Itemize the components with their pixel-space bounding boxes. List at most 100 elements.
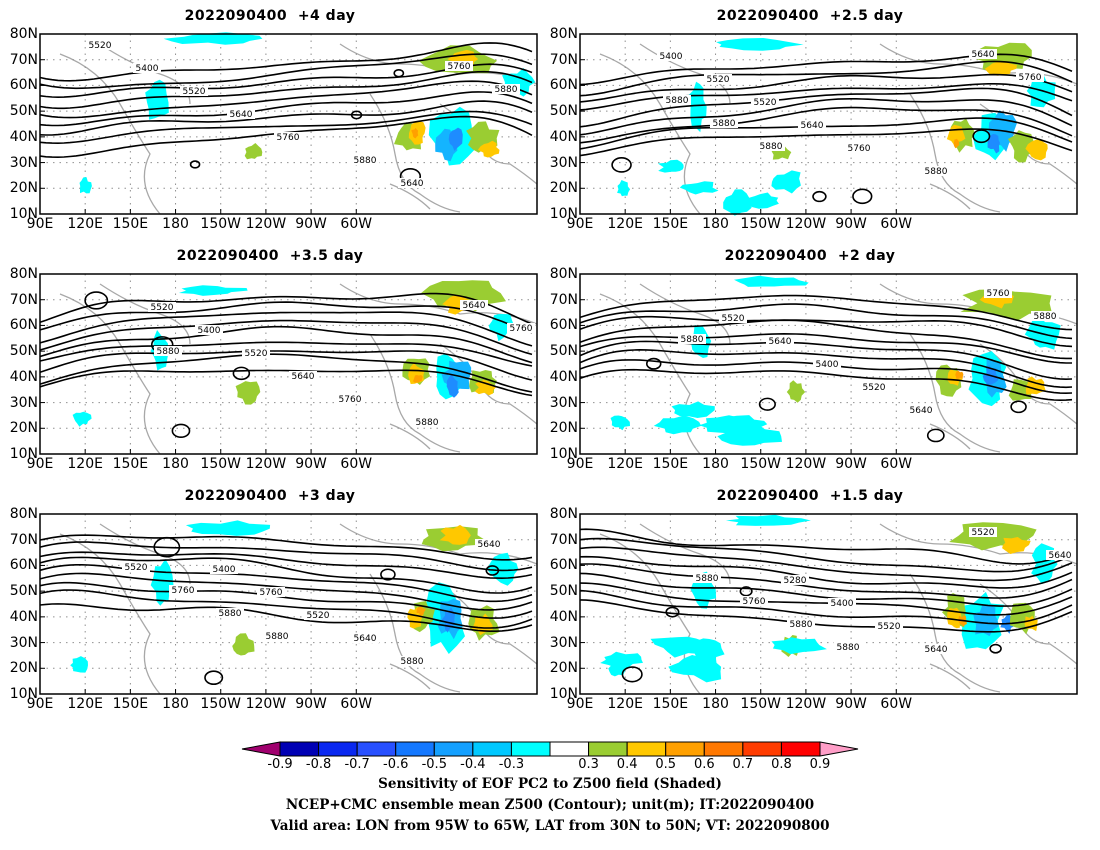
sensitivity-blob <box>416 606 426 616</box>
z500-closed-contour <box>989 643 1002 654</box>
contour-label-bg <box>122 562 150 572</box>
contour-label-bg <box>133 63 161 73</box>
map-plot-area: 5400 5760 5520 5640 5880 5640 5520 5760 5880 5880 <box>39 513 538 695</box>
contour-label: 5520 <box>125 563 148 573</box>
panel-title-lead: +1.5 day <box>829 488 904 504</box>
contour-label-bg <box>242 348 270 358</box>
contour-label-bg <box>304 610 332 620</box>
coastline <box>929 423 971 450</box>
z500-contour <box>39 42 533 82</box>
x-tick-label: 60W <box>340 696 373 712</box>
y-tick-label: 60N <box>9 317 38 334</box>
y-tick-label: 70N <box>9 291 38 308</box>
x-tick-label: 90W <box>295 456 327 472</box>
x-tick-label: 150E <box>112 216 149 232</box>
contour-label-bg <box>475 539 503 549</box>
z500-closed-contour <box>621 666 643 683</box>
z500-closed-contour <box>380 568 396 581</box>
y-tick-label: 10N <box>9 446 38 462</box>
z500-closed-contour <box>153 536 181 558</box>
x-tick-label: 150W <box>200 696 242 712</box>
y-tick-label: 20N <box>549 660 578 677</box>
axis-ticks <box>579 273 897 455</box>
contour-label: 5520 <box>89 41 112 51</box>
contour-label-bg <box>351 633 379 643</box>
contour-label: 5400 <box>660 52 683 62</box>
y-tick-label: 70N <box>549 51 578 68</box>
y-tick-label: 80N <box>9 506 38 522</box>
sensitivity-blob <box>699 415 749 434</box>
z500-closed-contour <box>611 156 632 173</box>
colorbar-tick-label: -0.7 <box>344 757 370 772</box>
y-tick-label: 80N <box>9 26 38 42</box>
z500-contour <box>39 292 533 325</box>
x-tick-label: 150W <box>740 456 782 472</box>
sensitivity-blob <box>617 180 631 197</box>
map-frame <box>39 33 538 215</box>
panel-title-lead: +4 day <box>297 8 356 24</box>
colorbar-segment <box>433 741 474 757</box>
sensitivity-shading <box>70 520 519 673</box>
x-tick-label: 120E <box>607 216 643 232</box>
y-tick-label: 30N <box>549 634 578 651</box>
y-tick-label: 70N <box>9 531 38 548</box>
z500-closed-contour <box>972 129 991 144</box>
y-tick-label: 10N <box>549 446 578 462</box>
y-tick-label: 10N <box>9 686 38 702</box>
contour-label-bg <box>710 118 738 128</box>
contour-label: 5880 <box>925 167 948 177</box>
z500-contour <box>39 325 533 364</box>
coastline <box>639 43 731 105</box>
x-tick-label: 90E <box>566 696 594 712</box>
z500-contours: 5520 5640 5400 5520 5640 5760 5880 5880 <box>579 288 1073 443</box>
sensitivity-blob <box>984 61 1017 76</box>
colorbar-tick-label: 0.3 <box>578 757 599 772</box>
z500-contour <box>579 319 1072 360</box>
contour-label-bg <box>507 323 535 333</box>
contour-label: 5880 <box>760 142 783 152</box>
contour-label: 5280 <box>784 576 807 586</box>
sensitivity-blob <box>439 524 471 545</box>
map-frame <box>39 513 538 695</box>
colorbar-segment <box>356 741 397 757</box>
contour-label: 5760 <box>260 588 283 598</box>
colorbar-tick-label: 0.9 <box>809 757 831 772</box>
z500-contour <box>39 319 533 356</box>
y-tick-label: 80N <box>549 266 578 282</box>
y-tick-label: 70N <box>549 531 578 548</box>
map-panel: 2022090400 +2.5 day 5400 5520 5520 5640 5760 5… <box>540 8 1080 246</box>
z500-contours: 5400 5760 5520 5640 5880 5640 5520 5760 5880 5880 <box>39 534 533 686</box>
sensitivity-blob <box>786 380 806 403</box>
contour-label-bg <box>195 325 223 335</box>
panel-title: 2022090400 +2.5 day <box>540 8 1080 24</box>
z500-contour <box>579 128 1073 157</box>
colorbar-tick-label: 0.7 <box>732 757 754 772</box>
contour-label: 5400 <box>213 565 236 575</box>
contour-label-bg <box>148 302 176 312</box>
contour-label-bg <box>719 313 747 323</box>
map-svg: 5520 5400 5520 5640 5760 5880 5640 5760 5880 <box>39 273 538 455</box>
z500-closed-contour <box>393 68 405 78</box>
contour-label: 5520 <box>863 383 886 393</box>
y-tick-label: 60N <box>549 317 578 334</box>
x-tick-label: 120E <box>67 216 103 232</box>
z500-contour <box>39 311 533 347</box>
z500-contour <box>39 70 533 110</box>
contour-label-bg <box>351 155 379 165</box>
contour-label-bg <box>336 394 364 404</box>
z500-contour <box>39 53 533 90</box>
panel-title-lead: +3.5 day <box>289 248 364 264</box>
sensitivity-shading <box>79 32 536 194</box>
y-tick-label: 60N <box>9 557 38 574</box>
contour-label: 5880 <box>157 347 180 357</box>
z500-contour <box>579 106 1073 144</box>
coastline <box>389 183 431 210</box>
contour-label-bg <box>1031 311 1059 321</box>
y-tick-label: 40N <box>549 608 578 625</box>
coastline <box>99 283 191 345</box>
contour-label-bg <box>398 656 426 666</box>
contour-label-bg <box>969 527 997 537</box>
coastline <box>439 583 538 665</box>
contour-label-bg <box>1016 72 1044 82</box>
z500-contour <box>39 603 533 632</box>
